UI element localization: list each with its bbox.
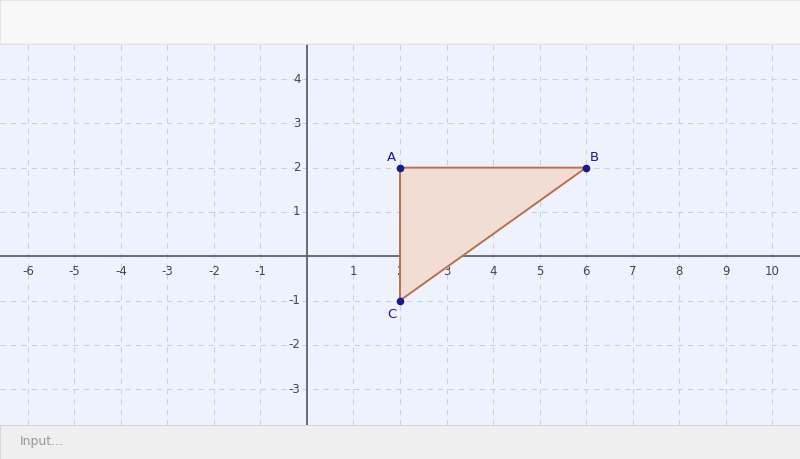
Text: 5: 5: [536, 265, 543, 278]
Text: -3: -3: [162, 265, 174, 278]
Polygon shape: [400, 168, 586, 301]
Text: C: C: [387, 308, 396, 321]
Text: 10: 10: [765, 265, 779, 278]
Text: 3: 3: [294, 117, 301, 130]
Text: -1: -1: [254, 265, 266, 278]
Text: -1: -1: [289, 294, 301, 307]
Text: -5: -5: [69, 265, 80, 278]
Text: A: A: [387, 151, 396, 164]
Text: -3: -3: [289, 383, 301, 396]
Text: 3: 3: [443, 265, 450, 278]
Text: 1: 1: [293, 206, 301, 218]
Text: -4: -4: [115, 265, 127, 278]
Text: 4: 4: [293, 73, 301, 85]
Text: 9: 9: [722, 265, 730, 278]
Text: 7: 7: [629, 265, 636, 278]
Text: 2: 2: [396, 265, 404, 278]
Text: B: B: [590, 151, 599, 164]
Text: -2: -2: [289, 338, 301, 351]
Text: 8: 8: [675, 265, 682, 278]
Text: 6: 6: [582, 265, 590, 278]
Text: -2: -2: [208, 265, 220, 278]
Text: 2: 2: [293, 161, 301, 174]
Text: 4: 4: [490, 265, 497, 278]
Text: -6: -6: [22, 265, 34, 278]
Text: Input...: Input...: [20, 435, 64, 448]
Text: 1: 1: [350, 265, 358, 278]
